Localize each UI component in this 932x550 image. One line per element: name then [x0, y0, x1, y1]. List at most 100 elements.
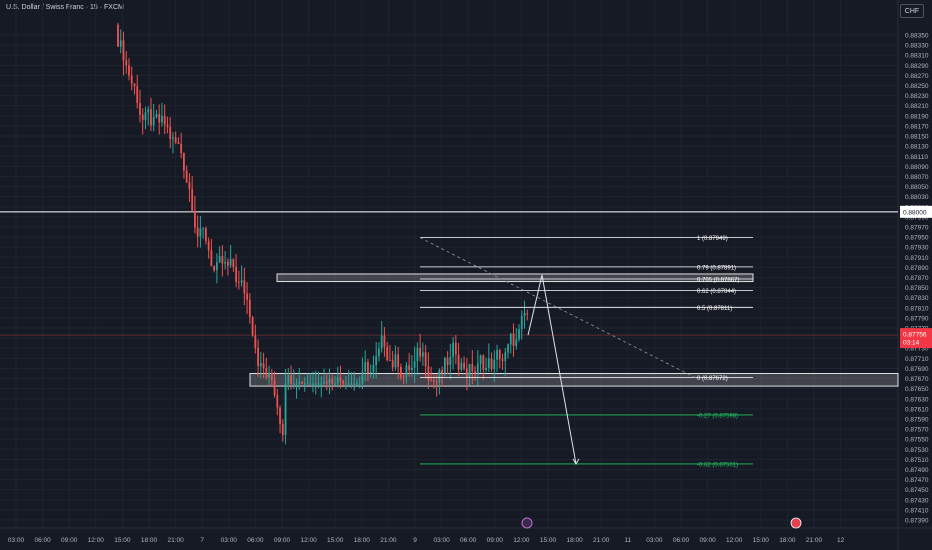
- time-tick-label: 21:00: [167, 537, 184, 544]
- candle-body: [419, 347, 422, 357]
- time-tick-label: 9: [413, 537, 417, 544]
- candle-body: [218, 256, 221, 263]
- price-tick-label: 0.88110: [905, 154, 928, 161]
- candle-body: [476, 363, 479, 374]
- price-tick-label: 0.88030: [905, 194, 929, 201]
- candle-body: [237, 282, 240, 284]
- price-tick-label: 0.87690: [905, 366, 929, 373]
- candle-body: [194, 210, 196, 228]
- candle-body: [240, 280, 243, 283]
- candle-body: [454, 342, 457, 355]
- price-tick-label: 0.87950: [905, 235, 929, 242]
- current-price-badge-text: 0.87756: [903, 332, 927, 339]
- candle-body: [350, 383, 353, 385]
- candle-body: [229, 258, 232, 266]
- candle-body: [493, 359, 496, 370]
- candle-body: [482, 355, 485, 370]
- candle-body: [254, 335, 257, 348]
- candle-body: [232, 258, 235, 267]
- candle-body: [191, 189, 194, 211]
- price-tick-label: 0.87910: [905, 255, 929, 262]
- time-tick-label: 03:00: [8, 537, 25, 544]
- candle-body: [487, 358, 490, 368]
- candle-body: [443, 357, 446, 373]
- time-tick-label: 21:00: [593, 537, 610, 544]
- candle-body: [273, 380, 276, 396]
- candle-body: [394, 354, 397, 368]
- projection-path: [527, 274, 577, 465]
- time-tick-label: 7: [200, 537, 204, 544]
- fib-level-label: 0.79 (0.87891): [697, 265, 736, 271]
- price-tick-label: 0.87410: [905, 507, 929, 514]
- candle-body: [520, 316, 523, 330]
- time-tick-label: 12:00: [88, 537, 105, 544]
- fib-level-label: 0.62 (0.87844): [697, 289, 736, 295]
- candle-body: [400, 367, 402, 378]
- time-tick-label: 18:00: [354, 537, 371, 544]
- candle-body: [259, 363, 262, 367]
- candle-body: [177, 142, 180, 144]
- candle-body: [369, 372, 372, 374]
- candle-body: [523, 313, 526, 317]
- candle-body: [243, 280, 246, 294]
- candle-body: [279, 407, 281, 424]
- time-tick-label: 06:00: [34, 537, 51, 544]
- fib-level-label: 0 (0.87672): [697, 376, 728, 382]
- candle-body: [298, 381, 301, 384]
- time-tick-label: 18:00: [141, 537, 158, 544]
- candle-body: [339, 377, 342, 381]
- candle-body: [328, 378, 331, 384]
- candle-body: [290, 375, 292, 384]
- candle-body: [336, 377, 339, 384]
- time-tick-label: 03:00: [221, 537, 238, 544]
- candle-body: [515, 339, 518, 347]
- candle-body: [452, 342, 454, 358]
- candle-body: [446, 357, 449, 365]
- candle-body: [221, 256, 224, 264]
- candle-body: [460, 362, 463, 370]
- candle-body: [380, 335, 383, 349]
- candle-body: [397, 354, 400, 368]
- time-tick-label: 06:00: [673, 537, 690, 544]
- currency-button[interactable]: CHF: [900, 4, 924, 18]
- time-tick-label: 09:00: [274, 537, 291, 544]
- price-tick-label: 0.87790: [905, 315, 929, 322]
- candle-body: [183, 152, 185, 171]
- candle-body: [485, 367, 487, 370]
- level-price-badge-text: 0.88000: [903, 209, 927, 216]
- time-tick-label: 11: [624, 537, 631, 544]
- candle-body: [364, 362, 367, 372]
- time-tick-label: 09:00: [487, 537, 504, 544]
- candle-body: [509, 333, 512, 345]
- candle-body: [317, 383, 320, 385]
- candle-body: [356, 383, 358, 385]
- candle-body: [215, 262, 218, 271]
- price-tick-label: 0.88210: [905, 103, 929, 110]
- current-price-badge: [900, 328, 932, 349]
- price-tick-label: 0.87530: [905, 447, 929, 454]
- candle-body: [367, 362, 369, 373]
- time-tick-label: 18:00: [779, 537, 796, 544]
- price-tick-label: 0.87550: [905, 437, 929, 444]
- candle-body: [210, 250, 213, 266]
- fib-level-label: 0.705 (0.87867): [697, 278, 739, 284]
- candle-body: [235, 266, 238, 283]
- support-zone: [249, 372, 899, 387]
- candle-body: [248, 299, 251, 318]
- candle-body: [438, 369, 441, 383]
- price-tick-label: 0.88090: [905, 164, 929, 171]
- candle-body: [342, 380, 345, 384]
- price-tick-label: 0.88190: [905, 113, 929, 120]
- candle-body: [119, 40, 122, 47]
- price-tick-label: 0.88150: [905, 134, 929, 141]
- candle-body: [147, 109, 150, 113]
- price-tick-label: 0.87650: [905, 386, 929, 393]
- fib-level-label: -0.27 (0.87598): [697, 413, 738, 419]
- candle-body: [122, 40, 125, 61]
- price-tick-label: 0.88130: [905, 144, 929, 151]
- candle-body: [246, 293, 248, 300]
- fib-level-label: -0.62 (0.87501): [697, 462, 738, 468]
- candle-body: [416, 347, 419, 362]
- candle-body: [257, 347, 259, 367]
